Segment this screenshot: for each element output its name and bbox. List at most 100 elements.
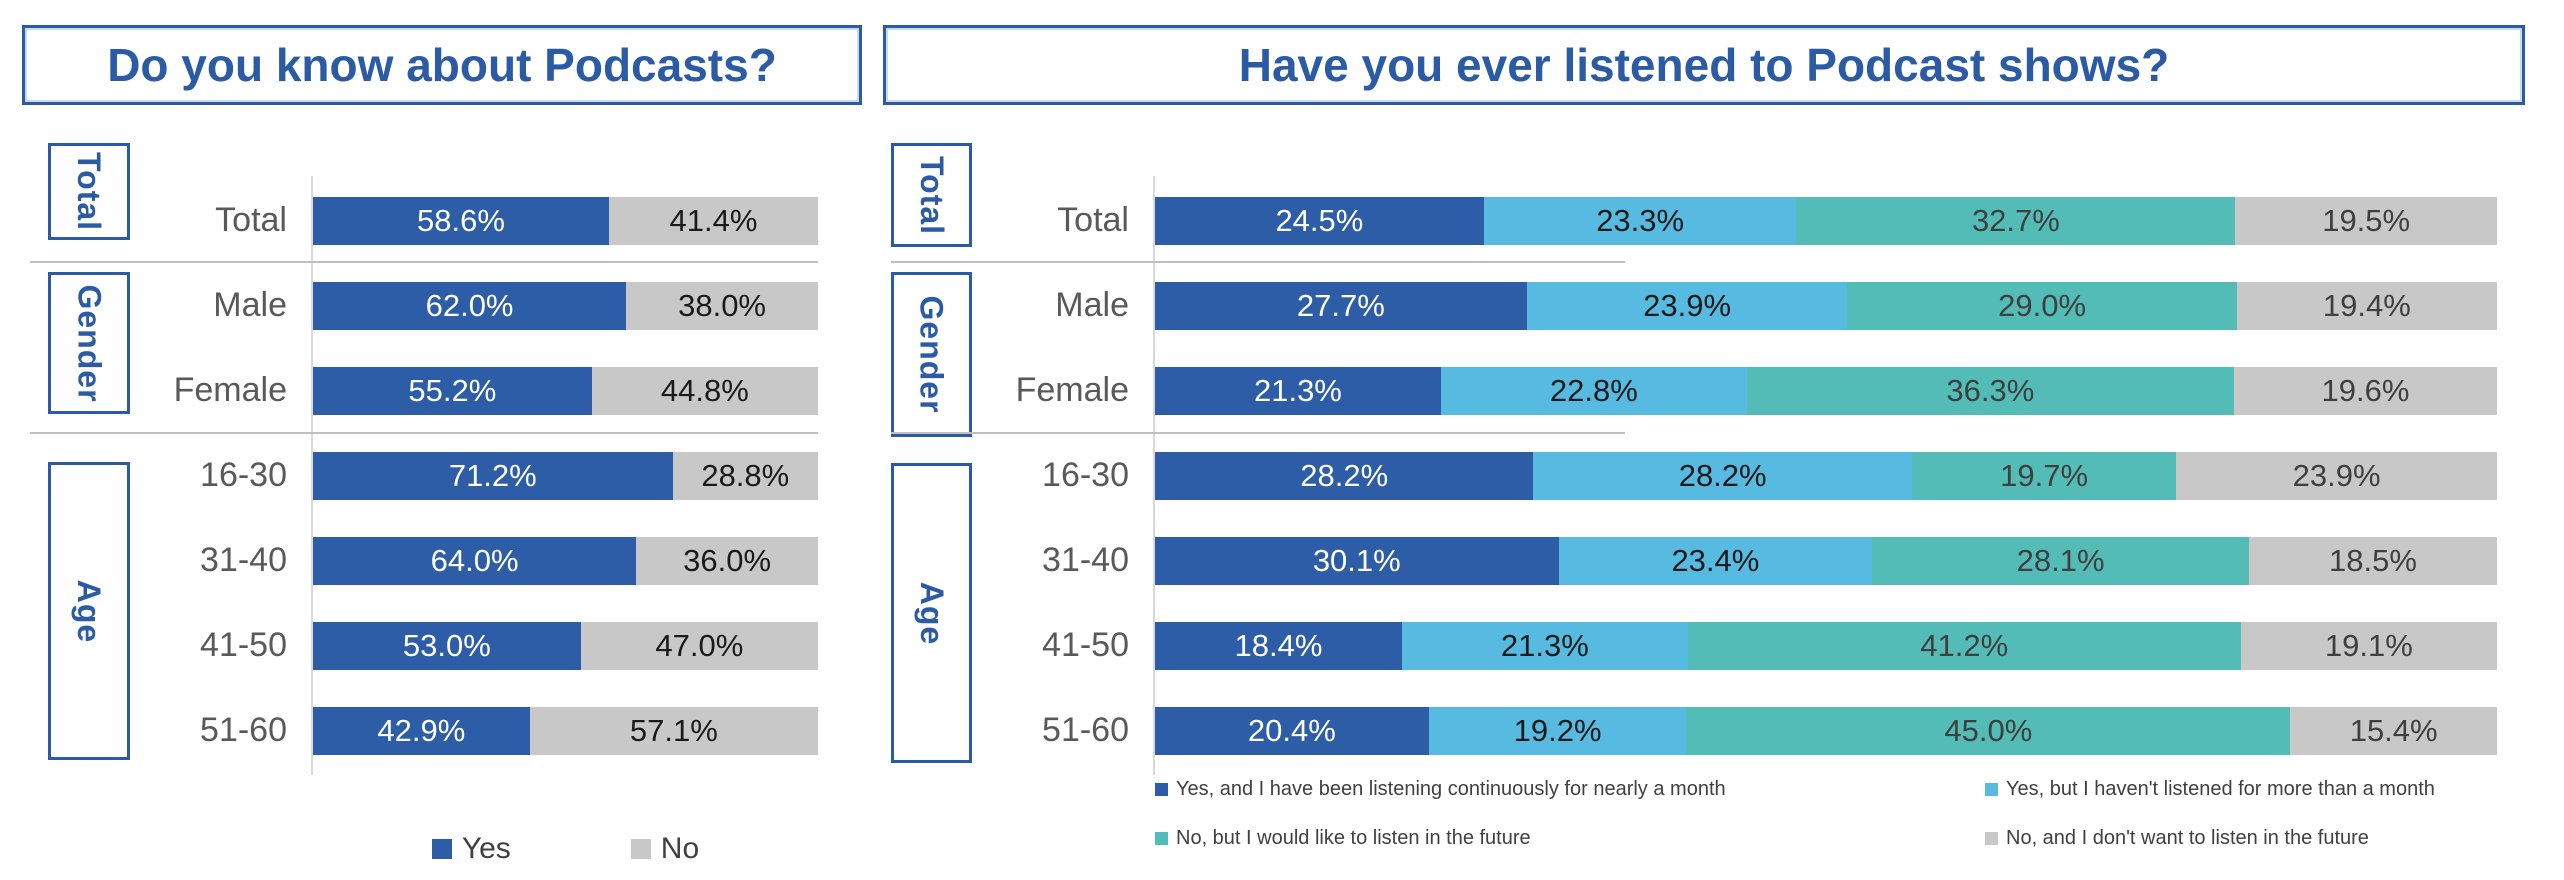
right-chart-title-box: Have you ever listened to Podcast shows? [883, 25, 2525, 105]
bar-segment: 38.0% [626, 281, 818, 330]
bar-segment: 28.8% [672, 451, 818, 500]
legend-label: Yes, but I haven't listened for more tha… [2006, 778, 2435, 800]
bar-segment: 58.6% [313, 196, 609, 245]
legend-item-yes: Yes [431, 832, 511, 866]
left-group-box-gender: Gender [48, 272, 130, 414]
legend-item-dont-want-future: No, and I don't want to listen in the fu… [1985, 827, 2520, 850]
legend-swatch-yes [431, 839, 452, 859]
right-chart-legend: Yes, and I have been listening continuou… [1155, 778, 2520, 850]
right-chart-group-separator [891, 432, 1625, 434]
chart-row: Male 27.7% 23.9% 29.0% 19.4% [895, 263, 2497, 348]
bar-segment: 19.5% [2235, 196, 2497, 245]
category-label: 41-50 [200, 626, 287, 664]
legend-label-yes: Yes [461, 832, 511, 865]
bar-segment: 30.1% [1155, 536, 1559, 585]
bar-segment: 45.0% [1686, 706, 2291, 755]
legend-item-listening-continuously: Yes, and I have been listening continuou… [1155, 778, 1985, 801]
chart-row: 31-40 30.1% 23.4% 28.1% 18.5% [895, 518, 2497, 603]
category-label: Female [173, 371, 287, 409]
bar-segment: 18.4% [1155, 621, 1402, 670]
category-label: Male [213, 286, 287, 324]
category-label: Female [1015, 371, 1129, 409]
left-group-box-age: Age [48, 462, 130, 760]
bar-track: 30.1% 23.4% 28.1% 18.5% [1155, 536, 2497, 585]
bar-segment: 41.4% [608, 196, 818, 245]
bar-track: 64.0% 36.0% [313, 536, 818, 585]
bar-segment: 62.0% [313, 281, 627, 330]
legend-swatch-no [630, 839, 651, 859]
bar-segment: 32.7% [1796, 196, 2236, 245]
bar-segment: 27.7% [1155, 281, 1527, 330]
category-label: 31-40 [200, 541, 287, 579]
bar-segment: 36.3% [1746, 366, 2234, 415]
left-chart-title-box: Do you know about Podcasts? [22, 25, 862, 105]
bar-segment: 22.8% [1440, 366, 1747, 415]
bar-segment: 28.1% [1872, 536, 2249, 585]
bar-track: 18.4% 21.3% 41.2% 19.1% [1155, 621, 2497, 670]
bar-segment: 23.4% [1558, 536, 1873, 585]
bar-segment: 42.9% [313, 706, 530, 755]
right-chart-value-axis-line [1153, 176, 1155, 775]
bar-segment: 28.2% [1533, 451, 1912, 500]
bar-segment: 29.0% [1847, 281, 2237, 330]
bar-segment: 19.4% [2236, 281, 2497, 330]
bar-segment: 24.5% [1155, 196, 1484, 245]
category-label: Total [215, 201, 287, 239]
left-chart-value-axis-line [311, 176, 313, 775]
chart-row: 16-30 71.2% 28.8% [30, 433, 818, 518]
bar-segment: 36.0% [636, 536, 818, 585]
chart-row: 16-30 28.2% 28.2% 19.7% 23.9% [895, 433, 2497, 518]
right-chart-title: Have you ever listened to Podcast shows? [1238, 39, 2170, 91]
chart-row: 51-60 20.4% 19.2% 45.0% 15.4% [895, 688, 2497, 773]
bar-segment: 47.0% [580, 621, 818, 670]
legend-swatch-dark-blue [1155, 783, 1168, 796]
bar-segment: 15.4% [2290, 706, 2497, 755]
chart-row: 51-60 42.9% 57.1% [30, 688, 818, 773]
bar-segment: 28.2% [1155, 451, 1534, 500]
bar-segment: 44.8% [591, 366, 818, 415]
bar-segment: 55.2% [313, 366, 592, 415]
bar-segment: 19.6% [2233, 366, 2497, 415]
bar-track: 21.3% 22.8% 36.3% 19.6% [1155, 366, 2497, 415]
bar-segment: 23.9% [1526, 281, 1848, 330]
category-label: Male [1055, 286, 1129, 324]
bar-track: 20.4% 19.2% 45.0% 15.4% [1155, 706, 2497, 755]
bar-segment: 23.3% [1483, 196, 1797, 245]
category-label: 41-50 [1042, 626, 1129, 664]
bar-segment: 71.2% [313, 451, 673, 500]
bar-segment: 18.5% [2248, 536, 2497, 585]
bar-segment: 19.1% [2240, 621, 2497, 670]
bar-segment: 19.7% [1911, 451, 2177, 500]
legend-swatch-light-blue [1985, 783, 1998, 796]
legend-item-no: No [630, 832, 700, 866]
left-chart-legend: Yes No [313, 832, 818, 866]
legend-label: No, but I would like to listen in the fu… [1176, 827, 1531, 849]
legend-label: No, and I don't want to listen in the fu… [2006, 827, 2369, 849]
legend-label: Yes, and I have been listening continuou… [1176, 778, 1726, 800]
chart-row: 41-50 18.4% 21.3% 41.2% 19.1% [895, 603, 2497, 688]
left-chart-group-separator [30, 432, 818, 434]
bar-segment: 23.9% [2176, 451, 2497, 500]
bar-track: 42.9% 57.1% [313, 706, 818, 755]
legend-swatch-teal [1155, 832, 1168, 845]
chart-row: Total 24.5% 23.3% 32.7% 19.5% [895, 178, 2497, 263]
legend-item-would-like-future: No, but I would like to listen in the fu… [1155, 827, 1985, 850]
chart-row: Female 55.2% 44.8% [30, 348, 818, 433]
bar-segment: 64.0% [313, 536, 637, 585]
bar-segment: 53.0% [313, 621, 581, 670]
bar-track: 62.0% 38.0% [313, 281, 818, 330]
bar-segment: 19.2% [1428, 706, 1687, 755]
chart-row: Male 62.0% 38.0% [30, 263, 818, 348]
legend-label-no: No [660, 832, 700, 865]
bar-segment: 21.3% [1155, 366, 1441, 415]
bar-segment: 21.3% [1401, 621, 1688, 670]
legend-item-not-listened-month: Yes, but I haven't listened for more tha… [1985, 778, 2520, 801]
bar-track: 58.6% 41.4% [313, 196, 818, 245]
category-label: 31-40 [1042, 541, 1129, 579]
bar-track: 53.0% 47.0% [313, 621, 818, 670]
bar-track: 55.2% 44.8% [313, 366, 818, 415]
chart-row: 41-50 53.0% 47.0% [30, 603, 818, 688]
bar-track: 71.2% 28.8% [313, 451, 818, 500]
chart-row: 31-40 64.0% 36.0% [30, 518, 818, 603]
